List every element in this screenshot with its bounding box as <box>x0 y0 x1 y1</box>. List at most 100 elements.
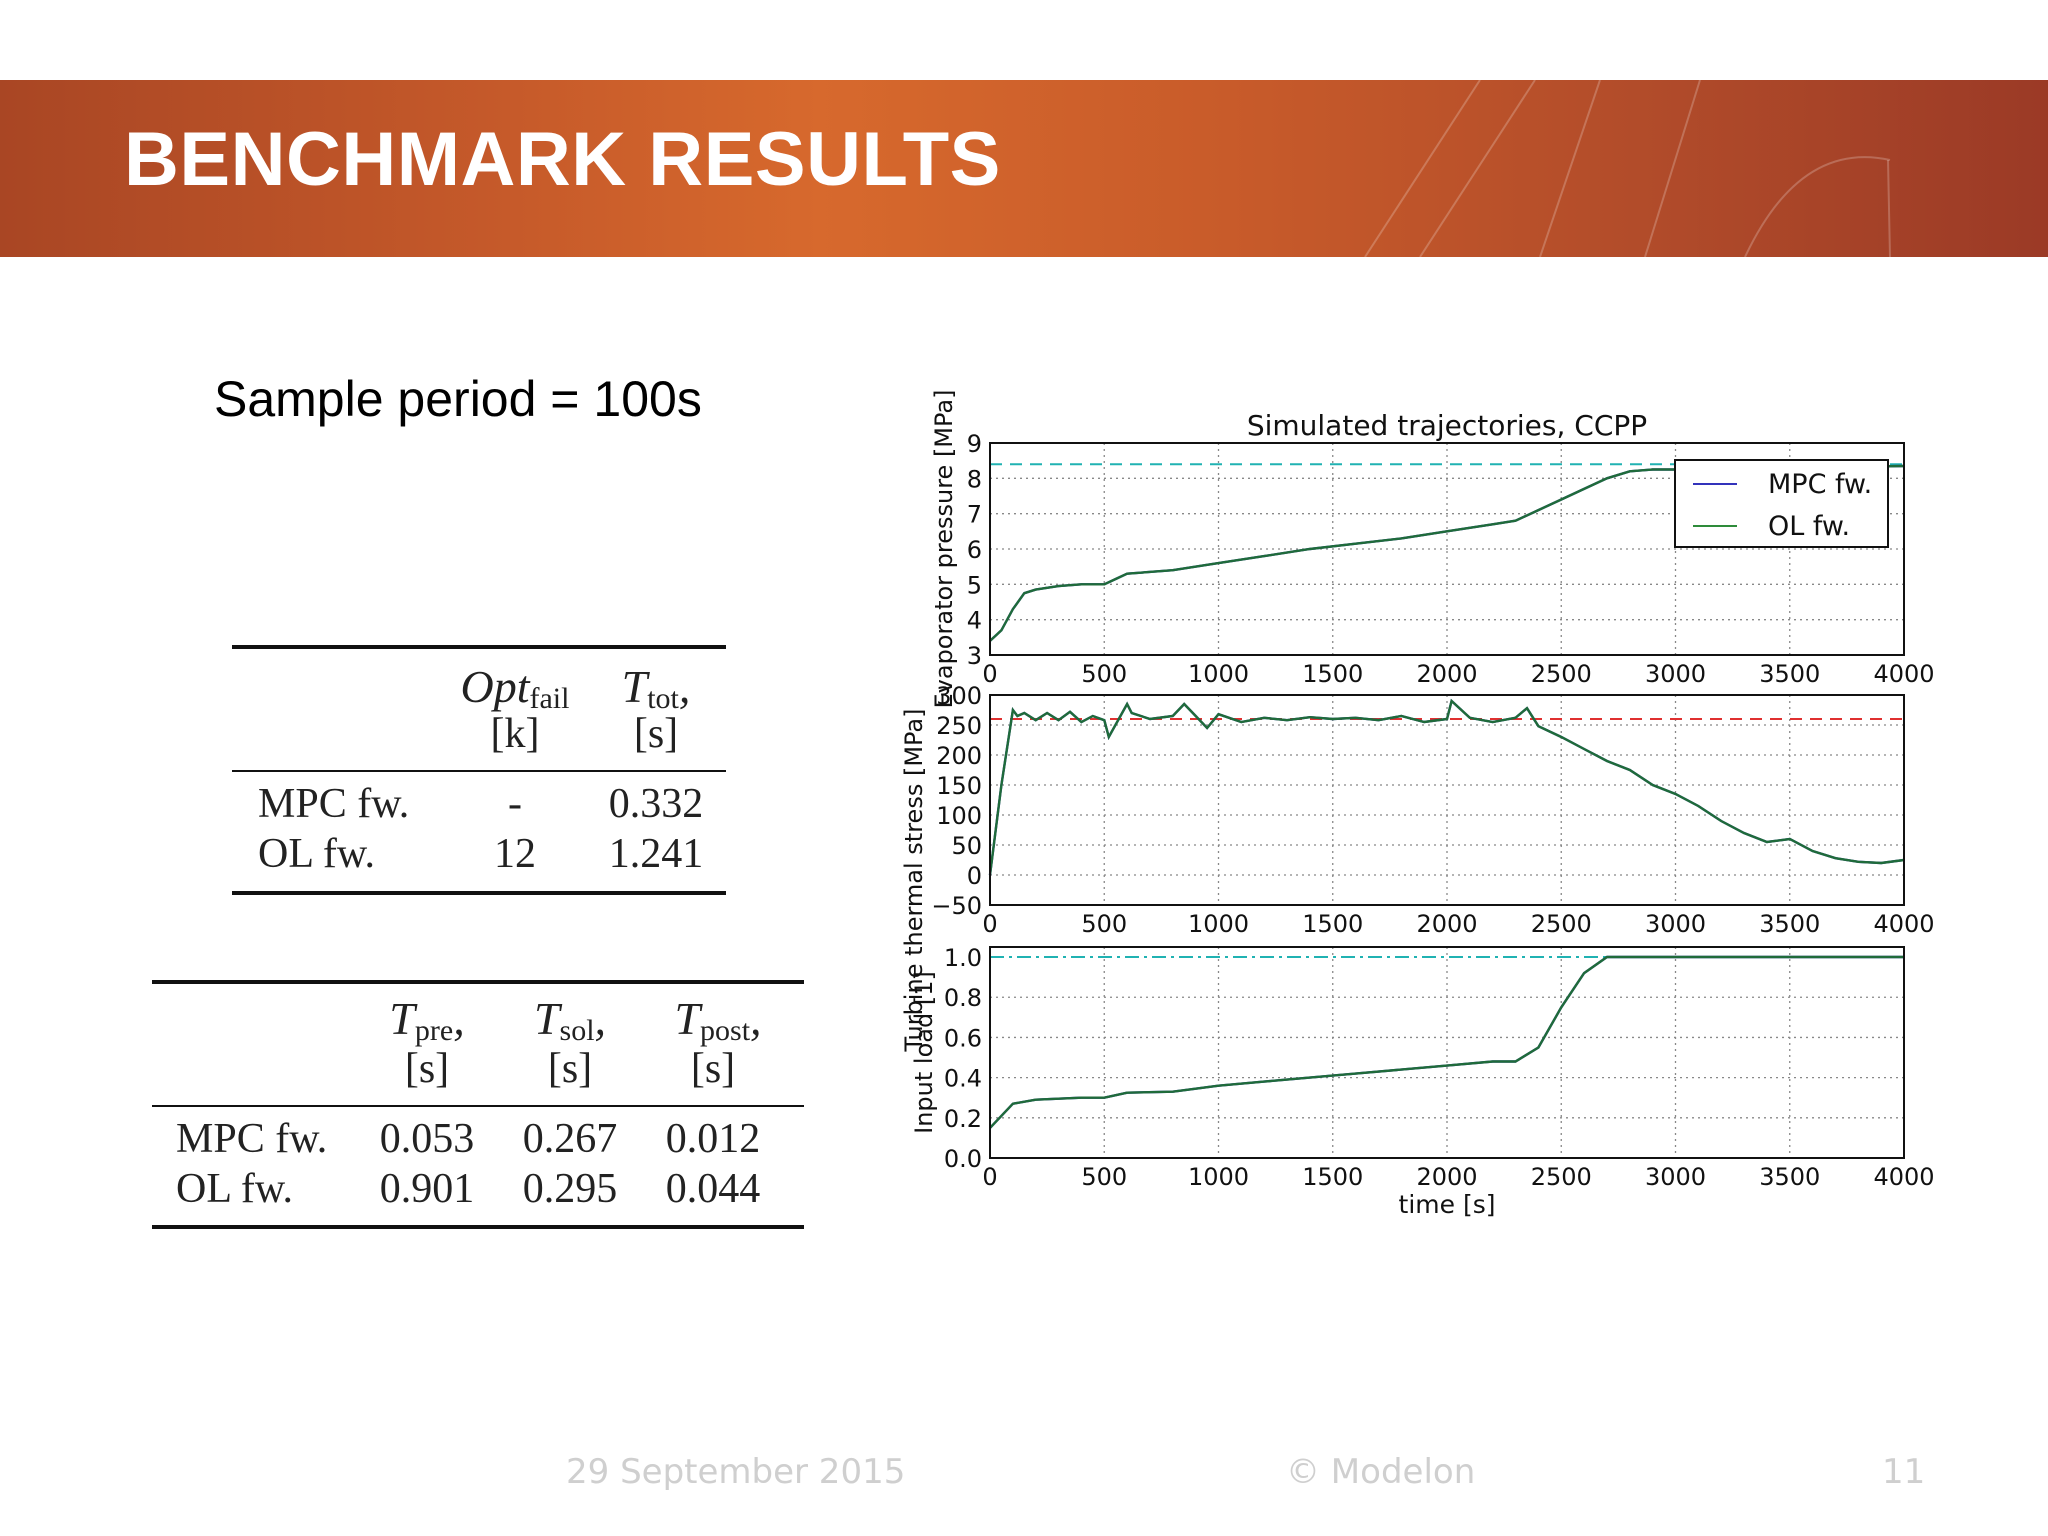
table2-header-tpre: Tpre, <box>389 993 465 1047</box>
y-tick-label: 0.6 <box>944 1024 982 1052</box>
table2-header-tsol-unit: [s] <box>547 1046 593 1092</box>
x-tick-label: 4000 <box>1873 660 1934 688</box>
x-tick-label: 2500 <box>1531 1163 1592 1191</box>
table2-header-tsol: Tsol, <box>533 993 607 1047</box>
x-tick-label: 4000 <box>1873 910 1934 938</box>
x-tick-label: 3500 <box>1759 1163 1820 1191</box>
y-tick-label: 150 <box>936 772 982 800</box>
slide-title: BENCHMARK RESULTS <box>124 117 1001 202</box>
y-tick-label: 0.8 <box>944 984 982 1012</box>
table1-header-optfail-unit: [k] <box>490 711 540 757</box>
legend-box <box>1674 459 1889 548</box>
subplot-3: 0.0 0.2 0.4 0.6 0.8 1.0 0 500 1000 1500 2000 2500 30… <box>910 944 1935 1191</box>
x-tick-label: 1500 <box>1302 1163 1363 1191</box>
axes-frame <box>989 442 1905 656</box>
table1-cell: 12 <box>494 831 536 877</box>
y-axis-label: Evaporator pressure [MPa] <box>930 390 958 709</box>
table1-header-ttot-unit: [s] <box>633 711 679 757</box>
x-tick-label: 3500 <box>1759 660 1820 688</box>
x-tick-label: 3500 <box>1759 910 1820 938</box>
x-tick-label: 1500 <box>1302 660 1363 688</box>
x-tick-label: 0 <box>982 660 997 688</box>
chart-legend: MPC fw. OL fw. <box>1674 459 1889 548</box>
x-tick-label: 0 <box>982 1163 997 1191</box>
y-tick-label: 0.4 <box>944 1065 982 1093</box>
y-tick-label: −50 <box>931 892 982 920</box>
y-tick-label: 4 <box>967 607 982 635</box>
y-tick-label: 300 <box>936 682 982 710</box>
table1-cell: - <box>508 781 522 827</box>
table1-row-label: OL fw. <box>258 831 376 877</box>
footer-date: 29 September 2015 <box>566 1452 906 1492</box>
y-tick-label: 50 <box>951 832 982 860</box>
y-tick-label: 0.0 <box>944 1145 982 1173</box>
table2-header-tpre-unit: [s] <box>404 1046 450 1092</box>
x-tick-label: 0 <box>982 910 997 938</box>
y-tick-label: 9 <box>967 430 982 458</box>
y-tick-label: 6 <box>967 536 982 564</box>
series-line-mpc <box>989 955 1904 1129</box>
table2-cell: 0.053 <box>379 1116 475 1162</box>
table1-cell: 1.241 <box>608 831 704 877</box>
table1-row-label: MPC fw. <box>258 781 410 827</box>
y-tick-label: 1.0 <box>944 944 982 972</box>
table2-cell: 0.267 <box>522 1116 618 1162</box>
x-tick-label: 3000 <box>1645 910 1706 938</box>
table2-row-label: OL fw. <box>176 1166 294 1212</box>
y-tick-label: 100 <box>936 802 982 830</box>
table2-mid-rule <box>152 1105 804 1107</box>
table1-header-optfail: Optfail <box>460 661 570 715</box>
x-tick-label: 1500 <box>1302 910 1363 938</box>
x-tick-label: 2500 <box>1531 910 1592 938</box>
table1-header-ttot: Ttot, <box>621 661 691 715</box>
y-tick-label: 5 <box>967 571 982 599</box>
table2-header-tpost-unit: [s] <box>690 1046 736 1092</box>
table2-bottom-rule <box>152 1225 804 1229</box>
y-tick-label: 250 <box>936 712 982 740</box>
x-tick-label: 2000 <box>1416 1163 1477 1191</box>
footer-page-number: 11 <box>1882 1452 1926 1492</box>
x-tick-label: 500 <box>1081 1163 1127 1191</box>
axes-frame <box>989 694 1905 906</box>
x-tick-label: 2000 <box>1416 660 1477 688</box>
axes-frame <box>989 946 1905 1159</box>
series-line-ol <box>989 955 1904 1129</box>
series-line-ol <box>988 698 1905 876</box>
y-tick-label: 8 <box>967 465 982 493</box>
x-tick-label: 3000 <box>1645 660 1706 688</box>
table2-cell: 0.901 <box>379 1166 475 1212</box>
table1-cell: 0.332 <box>608 781 704 827</box>
series-line-ol <box>989 464 1905 642</box>
y-axis-label: Turbine thermal stress [MPa] <box>900 708 928 1052</box>
x-tick-label: 500 <box>1081 660 1127 688</box>
x-tick-label: 1000 <box>1188 910 1249 938</box>
series-line-mpc <box>988 698 1905 876</box>
sample-period-label: Sample period = 100s <box>214 371 702 427</box>
x-tick-label: 2500 <box>1531 660 1592 688</box>
y-tick-label: 200 <box>936 742 982 770</box>
table1-mid-rule <box>232 770 726 772</box>
table2-top-rule <box>152 980 804 984</box>
x-axis-label: time [s] <box>1399 1190 1496 1219</box>
banner-decoration <box>1364 80 1891 257</box>
y-tick-label: 0.2 <box>944 1105 982 1133</box>
y-tick-label: 3 <box>967 642 982 670</box>
x-tick-label: 1000 <box>1188 660 1249 688</box>
table2-header-tpost: Tpost, <box>674 993 762 1047</box>
x-tick-label: 4000 <box>1873 1163 1934 1191</box>
table2-cell: 0.295 <box>522 1166 618 1212</box>
footer-copyright: © Modelon <box>1286 1452 1476 1492</box>
table2-cell: 0.044 <box>665 1166 761 1212</box>
table1-top-rule <box>232 645 726 649</box>
chart-title: Simulated trajectories, CCPP <box>1247 409 1647 442</box>
title-banner: BENCHMARK RESULTS <box>0 80 2048 257</box>
table2-row-label: MPC fw. <box>176 1116 328 1162</box>
x-tick-label: 3000 <box>1645 1163 1706 1191</box>
legend-label: MPC fw. <box>1768 469 1872 500</box>
x-tick-label: 500 <box>1081 910 1127 938</box>
legend-label: OL fw. <box>1768 511 1850 542</box>
y-axis-label: Input load [1] <box>910 971 938 1134</box>
y-tick-label: 0 <box>967 862 982 890</box>
